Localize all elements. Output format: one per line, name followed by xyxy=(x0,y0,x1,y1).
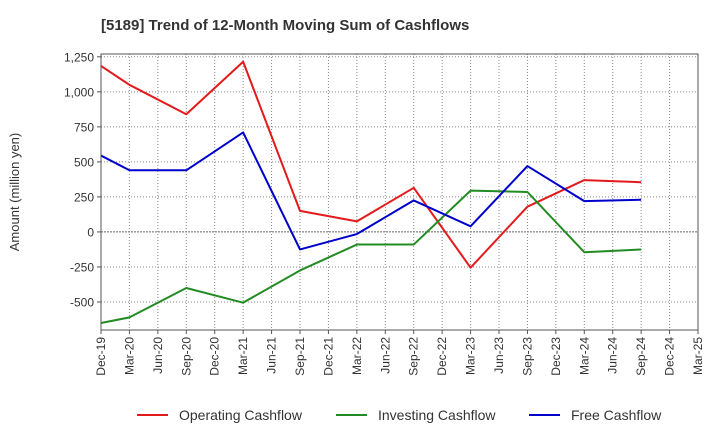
x-tick-label: Sep-23 xyxy=(520,337,534,376)
x-tick-label: Sep-21 xyxy=(293,337,307,376)
x-tick-label: Sep-20 xyxy=(179,337,193,376)
x-tick-label: Mar-23 xyxy=(464,337,478,375)
x-tick-label: Jun-23 xyxy=(492,337,506,374)
x-tick-label: Mar-25 xyxy=(691,337,705,375)
x-tick-label: Mar-24 xyxy=(577,337,591,375)
x-tick-label: Dec-23 xyxy=(549,337,563,376)
legend-label-free-cashflow: Free Cashflow xyxy=(571,407,662,423)
legend: Operating Cashflow Investing Cashflow Free… xyxy=(137,407,662,423)
plot-area-frame xyxy=(100,53,699,331)
y-tick-label: 250 xyxy=(74,190,94,204)
x-tick-label: Jun-21 xyxy=(265,337,279,374)
legend-label-investing-cashflow: Investing Cashflow xyxy=(378,407,496,423)
series-line-operating-cashflow xyxy=(100,60,642,269)
y-tick-label: 500 xyxy=(74,155,94,169)
series-lines xyxy=(100,60,642,324)
legend-label-operating-cashflow: Operating Cashflow xyxy=(179,407,303,423)
x-tick-label: Jun-20 xyxy=(151,337,165,374)
x-tick-label: Mar-22 xyxy=(350,337,364,375)
y-axis-ticks: 1,250 1,000 750 500 250 0 -250 -500 xyxy=(64,50,101,309)
y-tick-label: -500 xyxy=(70,295,94,309)
x-tick-label: Sep-24 xyxy=(634,337,648,376)
series-line-free-cashflow xyxy=(100,131,642,251)
x-tick-label: Jun-22 xyxy=(378,337,392,374)
x-tick-label: Sep-22 xyxy=(407,337,421,376)
x-tick-label: Mar-20 xyxy=(122,337,136,375)
y-tick-label: 0 xyxy=(87,225,94,239)
x-tick-label: Dec-24 xyxy=(663,337,677,376)
x-tick-label: Dec-21 xyxy=(321,337,335,376)
x-tick-label: Dec-20 xyxy=(208,337,222,376)
x-tick-label: Mar-21 xyxy=(236,337,250,375)
y-tick-label: 750 xyxy=(74,120,94,134)
y-tick-label: 1,000 xyxy=(64,85,94,99)
x-tick-label: Jun-24 xyxy=(606,337,620,374)
y-tick-label: -250 xyxy=(70,260,94,274)
y-tick-label: 1,250 xyxy=(64,50,94,64)
series-line-investing-cashflow xyxy=(100,189,642,324)
chart-title: [5189] Trend of 12-Month Moving Sum of C… xyxy=(101,17,469,34)
y-axis-label: Amount (million yen) xyxy=(7,133,22,252)
x-tick-label: Dec-19 xyxy=(94,337,108,376)
x-tick-label: Dec-22 xyxy=(435,337,449,376)
x-axis-ticks: Dec-19 Mar-20 Jun-20 Sep-20 Dec-20 Mar-21 Jun-… xyxy=(94,330,705,376)
